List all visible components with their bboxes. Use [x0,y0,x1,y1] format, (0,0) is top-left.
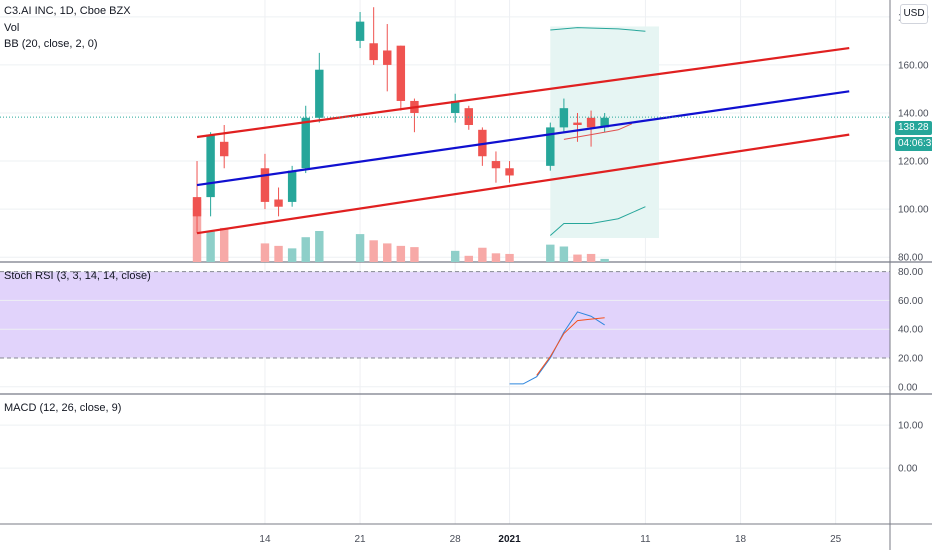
volume-bar [315,231,324,262]
volume-bar [464,255,473,262]
stoch-rsi-y-tick: 20.00 [898,354,923,365]
candle-body [287,170,297,202]
stoch-rsi-y-tick: 0.00 [898,382,918,393]
x-axis-tick: 21 [355,534,367,545]
volume-bar [546,244,555,262]
candle-body [301,117,310,169]
candle-body [192,197,202,217]
volume-bar [491,253,501,262]
candle-body [600,117,609,128]
volume-bar [450,250,460,262]
price-y-tick: 100.00 [898,205,929,216]
stoch-rsi-y-tick: 80.00 [898,267,923,278]
volume-bar [383,243,392,262]
volume-bar [260,243,270,262]
stoch-rsi-y-tick: 40.00 [898,325,923,336]
macd-y-tick: 0.00 [898,464,918,475]
currency-button[interactable]: USD [900,4,928,24]
candle-body [383,50,392,65]
volume-bar [396,245,406,262]
volume-bar [287,248,297,262]
candle-body [219,141,229,157]
price-y-tick: 140.00 [898,108,929,119]
candle-body [586,117,596,128]
stoch-rsi-legend[interactable]: Stoch RSI (3, 3, 14, 14, close) [4,270,151,282]
macd-y-tick: 10.00 [898,421,923,432]
volume-bar [559,246,569,262]
volume-bar [410,247,419,262]
candle-body [546,127,555,166]
volume-legend[interactable]: Vol [4,22,20,34]
stoch-rsi-y-tick: 60.00 [898,296,923,307]
volume-bar [274,245,283,262]
price-y-tick: 120.00 [898,157,929,168]
volume-bar [586,253,596,262]
macd-legend[interactable]: MACD (12, 26, close, 9) [4,402,122,414]
candle-body [355,21,365,41]
stoch-rsi-d-line [536,317,605,376]
last-price-badge: 138.28 [895,121,932,135]
bollinger-basis [563,123,633,140]
candle-body [206,134,215,198]
volume-bar [573,254,582,262]
x-axis-tick: 18 [735,534,747,545]
volume-bar [355,234,365,262]
candle-body [260,168,270,202]
price-y-tick: 160.00 [898,60,929,71]
candle-body [274,199,283,207]
channel-middle-line [196,90,850,187]
volume-bar [219,227,229,262]
x-axis-tick: 2021 [498,534,521,545]
candle-body [573,122,582,125]
x-axis-tick: 14 [259,534,271,545]
bollinger-legend[interactable]: BB (20, close, 2, 0) [4,38,98,50]
x-axis-tick: 25 [830,534,842,545]
candle-body [464,108,473,125]
volume-bar [505,253,514,262]
bollinger-lower [549,206,646,236]
bollinger-upper [550,27,646,32]
volume-bar [478,247,487,262]
channel-lower-line [196,133,850,235]
x-axis-tick: 28 [450,534,462,545]
candle-body [315,69,324,118]
candle-body [505,168,514,176]
channel-upper-line [196,46,850,139]
candle-body [369,43,378,61]
candle-body [491,161,501,169]
x-axis-tick: 11 [640,534,651,545]
candle-body [559,108,569,128]
candle-body [396,45,406,101]
price-y-tick: 80.00 [898,253,923,264]
countdown-badge: 04:06:39 [895,137,932,151]
volume-bar [206,231,215,262]
candle-body [450,100,460,113]
volume-bar [600,258,609,262]
stoch-rsi-band [0,271,890,359]
volume-bar [369,240,378,262]
volume-bar [301,237,310,262]
symbol-title[interactable]: C3.AI INC, 1D, Cboe BZX [4,5,131,17]
